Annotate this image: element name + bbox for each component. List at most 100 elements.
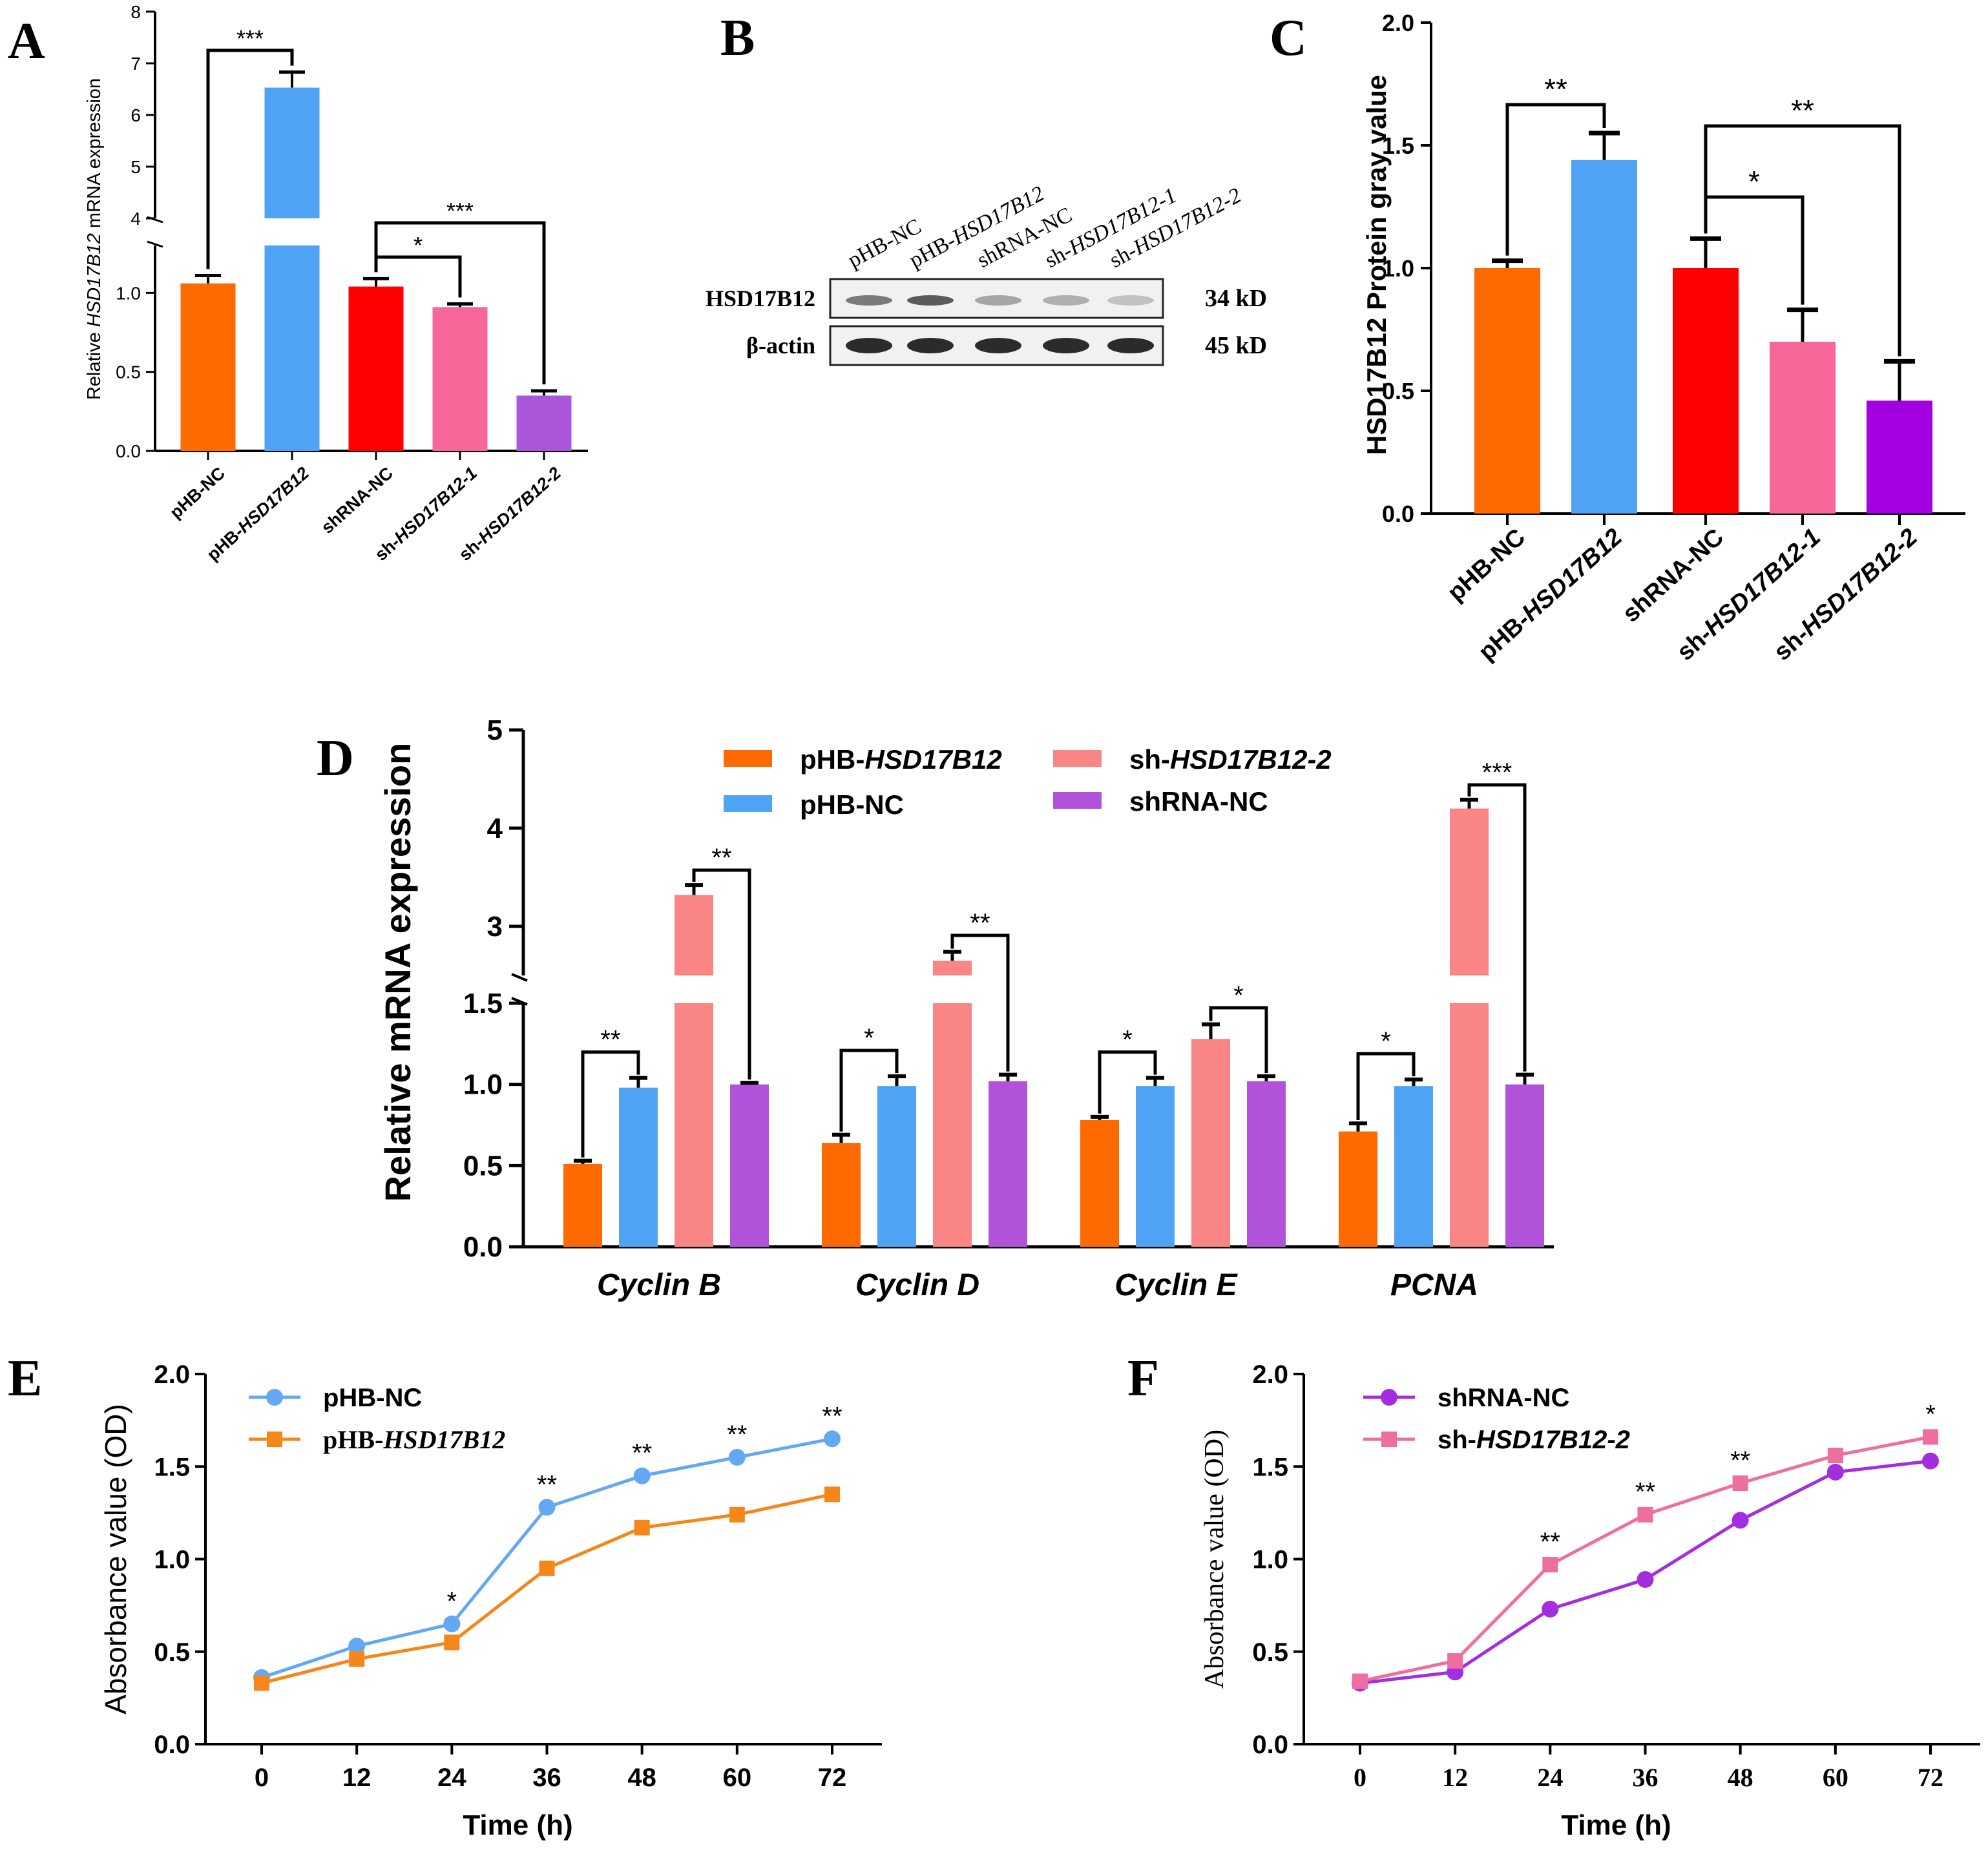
data-point — [633, 1467, 651, 1484]
x-tick-label-gene: HSD17B12 — [1517, 523, 1627, 627]
significance-bracket — [1467, 783, 1527, 1072]
legend-label-pre: pHB-NC — [323, 1384, 422, 1412]
y-axis-label: HSD17B12 Protein gray value — [1361, 75, 1392, 455]
significance-bracket — [692, 868, 751, 1080]
bar — [563, 1163, 602, 1247]
y-tick-label: 8 — [131, 2, 141, 22]
y-tick-label: 5 — [487, 714, 503, 746]
legend-marker — [1381, 1432, 1397, 1447]
bar — [1191, 1039, 1230, 1247]
axis-break-mark — [511, 997, 528, 1006]
significance-label: *** — [446, 198, 474, 224]
x-tick-label-gene: HSD17B12 — [234, 463, 313, 537]
bar — [730, 1084, 769, 1247]
significance-bracket — [374, 255, 462, 298]
y-tick-label: 6 — [131, 105, 141, 125]
panel-label-d: D — [317, 730, 354, 787]
y-tick-label: 1.0 — [154, 1546, 190, 1574]
y-axis-label: Absorbance value (OD) — [99, 1404, 132, 1714]
x-tick-label: 72 — [1918, 1763, 1943, 1792]
significance-bracket — [839, 1048, 899, 1132]
legend-label: shRNA-NC — [1129, 786, 1268, 817]
x-tick-label-pre: shRNA-NC — [317, 463, 397, 537]
bar — [180, 283, 236, 451]
bar — [348, 286, 404, 451]
bar-upper-segment — [675, 895, 713, 975]
significance-label: * — [1748, 165, 1760, 198]
data-point — [728, 1448, 746, 1466]
data-point — [1542, 1600, 1559, 1618]
blot-band — [846, 295, 892, 306]
bar — [1571, 160, 1637, 514]
panel-b-western-blot: pHB-NCpHB-HSD17B12shRNA-NCsh-HSD17B12-1s… — [706, 182, 1267, 366]
panel-a-bar-chart: 0.0 0.5 1.0 4 5 6 7 8 Relative HSD17B12 mRNA exp… — [84, 2, 588, 565]
blot-band — [1043, 295, 1089, 306]
bar — [1474, 268, 1540, 514]
blot-band — [1107, 338, 1154, 353]
panel-label-b: B — [720, 10, 755, 67]
x-tick-label-gene: HSD17B12-1 — [391, 463, 481, 547]
x-tick-label: 36 — [1633, 1763, 1658, 1792]
x-tick-label: 12 — [1442, 1763, 1468, 1792]
legend-swatch — [1053, 792, 1102, 809]
size-label: 45 kD — [1205, 332, 1267, 359]
bar — [675, 1003, 713, 1247]
legend-label-gene: HSD17B12-2 — [1170, 744, 1332, 775]
legend-label-pre: pHB- — [800, 744, 864, 775]
data-point — [349, 1651, 365, 1667]
significance-label: * — [413, 232, 423, 258]
x-tick-label: 48 — [627, 1764, 656, 1792]
data-point — [1447, 1653, 1463, 1669]
panel-e-line-chart: 0.0 0.5 1.0 1.5 2.0 0 12 24 36 48 60 72 Time (h) Abso… — [99, 1360, 882, 1841]
legend-marker — [266, 1389, 283, 1406]
bar — [1505, 1084, 1544, 1247]
bar — [619, 1087, 658, 1247]
x-tick-label: Cyclin B — [597, 1268, 721, 1302]
bar — [1394, 1086, 1433, 1247]
data-point — [539, 1560, 555, 1576]
significance-bracket — [581, 1050, 640, 1158]
x-tick-label: Cyclin E — [1114, 1268, 1238, 1302]
legend-label-pre: pHB- — [323, 1425, 383, 1454]
bar-upper-segment — [1450, 808, 1489, 975]
x-tick-label: 0 — [1354, 1763, 1366, 1792]
legend-label: pHB-NC — [323, 1384, 422, 1412]
significance-label: * — [1122, 1026, 1133, 1054]
size-label: 34 kD — [1205, 285, 1267, 312]
data-point — [1352, 1673, 1368, 1689]
significance-bracket — [1704, 124, 1901, 357]
protein-label: β-actin — [746, 333, 815, 359]
data-point — [1542, 1557, 1558, 1573]
significance-bracket — [1098, 1050, 1157, 1114]
y-tick-label: 7 — [131, 54, 141, 74]
data-point — [1637, 1506, 1653, 1523]
bar — [822, 1143, 861, 1247]
bar — [1673, 268, 1739, 514]
x-axis-label: Time (h) — [1561, 1809, 1671, 1841]
y-tick-label: 2.0 — [154, 1360, 190, 1389]
data-point — [1732, 1475, 1748, 1492]
legend-label-gene: HSD17B12 — [382, 1425, 505, 1454]
x-tick-label: 24 — [1537, 1763, 1563, 1792]
bar — [1136, 1086, 1175, 1247]
significance-bracket — [206, 48, 294, 269]
significance-label: * — [1381, 1027, 1391, 1056]
x-tick-label: 36 — [532, 1764, 561, 1792]
y-tick-label: 0.0 — [154, 1731, 190, 1759]
legend-swatch — [724, 750, 772, 767]
y-tick-label: 1.5 — [1252, 1453, 1288, 1481]
bar — [1339, 1131, 1377, 1247]
y-tick-label: 3 — [487, 911, 503, 943]
bar — [877, 1086, 916, 1247]
y-tick-label: 0.5 — [1252, 1638, 1288, 1667]
legend-marker — [267, 1432, 282, 1447]
y-tick-label: 2.0 — [1382, 10, 1414, 36]
significance-label: * — [447, 1587, 457, 1616]
x-tick-label: 72 — [818, 1764, 847, 1792]
blot-band — [1043, 338, 1089, 353]
panel-label-a: A — [8, 13, 45, 70]
y-axis-label-pre: Relative — [84, 327, 105, 400]
legend-label-pre: sh- — [1438, 1426, 1476, 1454]
blot-band — [975, 338, 1021, 353]
bar-upper-segment — [264, 87, 320, 218]
